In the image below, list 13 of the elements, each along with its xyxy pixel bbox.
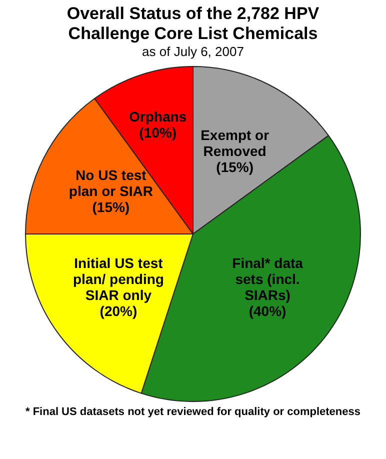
data-label: (10%) xyxy=(139,124,176,141)
chart-subtitle: as of July 6, 2007 xyxy=(141,44,245,60)
data-label: (40%) xyxy=(248,303,286,320)
slice-label: Initial US test plan/ pending SIAR only xyxy=(72,255,164,304)
slice-label: Final* data sets (incl. SIARs) xyxy=(232,255,304,304)
data-label: (20%) xyxy=(100,303,138,320)
slice-label: Exempt or Removed xyxy=(200,126,270,159)
slice-label: No US test plan or SIAR xyxy=(68,167,153,200)
data-label: (15%) xyxy=(216,158,254,175)
chart-title: Overall Status of the 2,782 HPV Challenge Core List Chemicals xyxy=(66,4,320,44)
slice-label: Orphans xyxy=(129,108,187,125)
data-label: (15%) xyxy=(92,199,130,216)
text: * Final US datasets not yet reviewed for quality or completeness xyxy=(24,406,362,418)
